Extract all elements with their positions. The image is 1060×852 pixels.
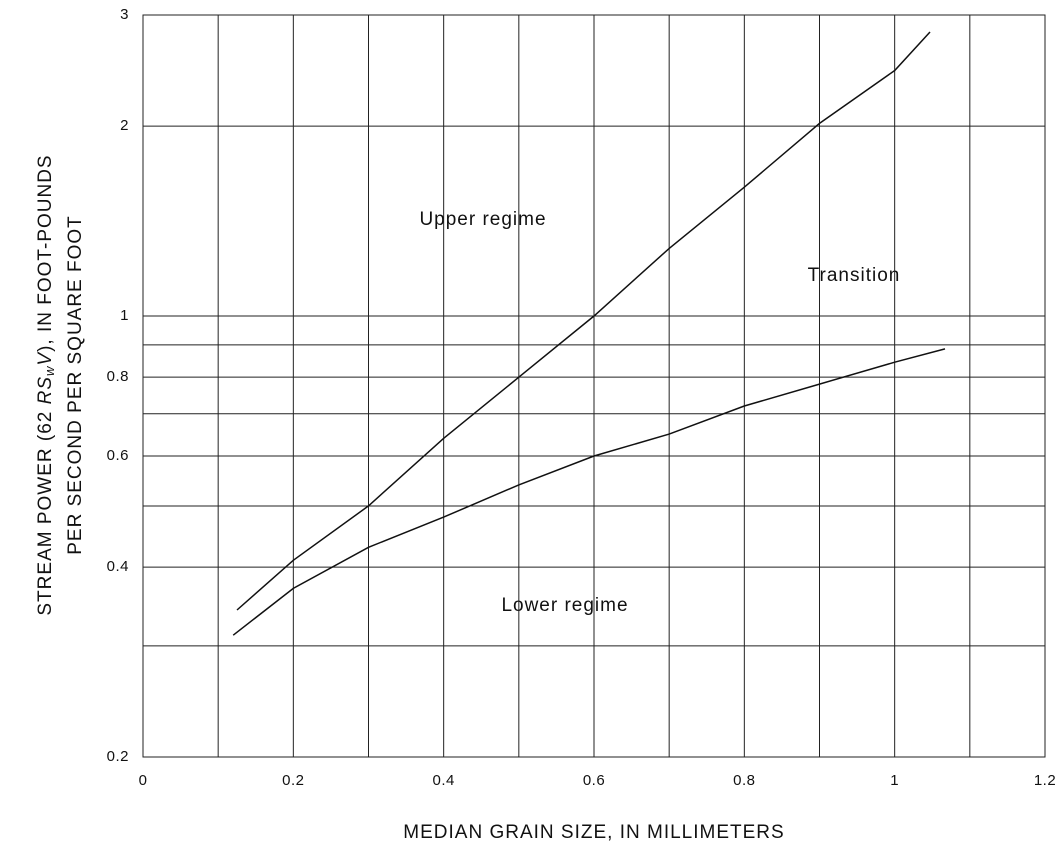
x-tick-label: 1 [890,772,899,789]
y-tick-label: 2 [120,117,129,134]
y-title-part: RS [35,376,56,404]
curve [232,348,946,636]
x-tick-label: 0.6 [583,772,605,789]
x-tick-label: 0 [139,772,148,789]
y-axis-title: STREAM POWER (62 RSwV), IN FOOT-POUNDS [35,154,57,615]
y-title-part: ), IN FOOT-POUNDS [35,154,56,352]
y-title-part: w [42,365,57,376]
x-tick-label: 0.2 [282,772,304,789]
y-tick-label: 0.4 [107,558,129,575]
annotation: Lower regime [501,595,628,616]
y-tick-label: 1 [120,307,129,324]
x-axis-title: MEDIAN GRAIN SIZE, IN MILLIMETERS [403,822,784,843]
y-title-part: STREAM POWER (62 [35,404,56,615]
y-title-part: V [35,351,56,366]
x-tick-label: 0.4 [432,772,454,789]
y-axis-title: PER SECOND PER SQUARE FOOT [65,215,86,555]
x-tick-label: 0.8 [733,772,755,789]
curve [236,31,931,611]
y-tick-label: 0.2 [107,748,129,765]
y-tick-label: 0.6 [107,447,129,464]
y-tick-label: 0.8 [107,368,129,385]
x-tick-label: 1.2 [1034,772,1056,789]
annotation: Upper regime [419,209,546,230]
annotation: Transition [808,265,901,286]
y-tick-label: 3 [120,6,129,23]
